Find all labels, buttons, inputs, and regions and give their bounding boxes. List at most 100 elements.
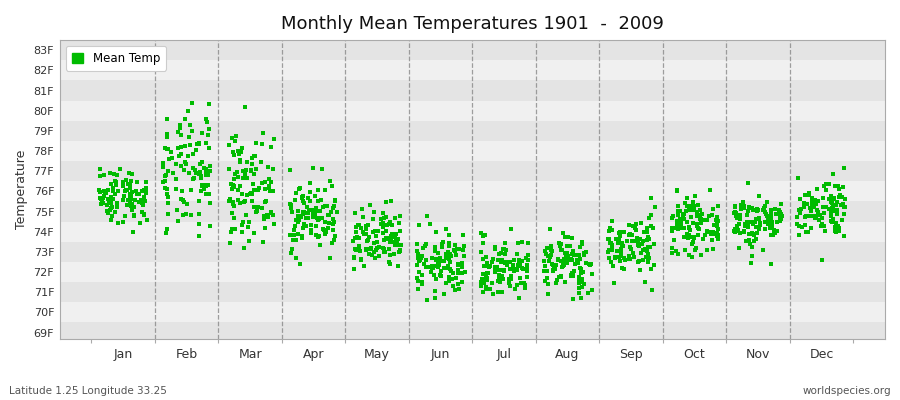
Point — [245, 191, 259, 198]
Point — [566, 273, 580, 279]
Point — [349, 229, 364, 236]
Point — [436, 238, 450, 245]
Point — [837, 204, 851, 211]
Point — [608, 254, 623, 260]
Point — [835, 194, 850, 200]
Point — [422, 221, 436, 227]
Point — [822, 180, 836, 187]
Point — [189, 170, 203, 176]
Point — [182, 133, 196, 140]
Point — [236, 174, 250, 181]
Point — [452, 286, 466, 292]
Point — [369, 239, 383, 246]
Point — [615, 264, 629, 271]
Point — [421, 263, 436, 270]
Point — [677, 225, 691, 231]
Point — [314, 166, 328, 172]
Point — [96, 200, 111, 206]
Point — [697, 217, 711, 223]
Point — [556, 260, 571, 266]
Bar — [59, 40, 885, 60]
Point — [294, 214, 309, 220]
Point — [706, 246, 721, 253]
Point — [227, 184, 241, 190]
Point — [192, 170, 206, 177]
Point — [251, 187, 266, 194]
Point — [816, 195, 831, 201]
Point — [382, 260, 397, 267]
Point — [622, 232, 636, 238]
Point — [705, 237, 719, 243]
Point — [295, 195, 310, 201]
Point — [799, 213, 814, 219]
Point — [322, 254, 337, 261]
Point — [549, 276, 563, 283]
Point — [241, 224, 256, 230]
Point — [222, 142, 237, 148]
Point — [295, 233, 310, 240]
Point — [445, 275, 459, 282]
Point — [176, 196, 191, 203]
Point — [309, 208, 323, 214]
Point — [291, 212, 305, 219]
Point — [284, 202, 298, 208]
Point — [488, 264, 502, 270]
Point — [176, 199, 191, 206]
Point — [203, 222, 218, 229]
Point — [560, 260, 574, 266]
Point — [454, 270, 469, 276]
Point — [192, 221, 206, 227]
Point — [554, 258, 569, 265]
Point — [366, 209, 381, 215]
Point — [738, 223, 752, 229]
Point — [318, 219, 332, 225]
Point — [432, 262, 446, 269]
Point — [555, 230, 570, 236]
Point — [832, 224, 846, 231]
Point — [283, 232, 297, 239]
Point — [553, 242, 567, 249]
Point — [394, 242, 409, 248]
Point — [111, 220, 125, 226]
Point — [426, 265, 440, 272]
Point — [388, 234, 402, 240]
Point — [416, 245, 430, 251]
Point — [805, 195, 819, 201]
Point — [419, 213, 434, 219]
Point — [411, 257, 426, 264]
Point — [321, 212, 336, 218]
Point — [539, 268, 554, 274]
Point — [434, 267, 448, 274]
Point — [410, 278, 425, 284]
Point — [749, 236, 763, 242]
Point — [711, 226, 725, 232]
Point — [185, 100, 200, 106]
Point — [772, 211, 787, 217]
Point — [97, 193, 112, 200]
Point — [374, 221, 388, 227]
Point — [633, 267, 647, 274]
Point — [283, 201, 297, 207]
Point — [563, 243, 578, 250]
Point — [231, 151, 246, 157]
Point — [804, 225, 818, 231]
Point — [302, 210, 316, 216]
Point — [482, 263, 497, 270]
Point — [410, 275, 424, 281]
Point — [233, 156, 248, 163]
Point — [479, 276, 493, 282]
Point — [182, 170, 196, 176]
Point — [135, 188, 149, 194]
Point — [230, 148, 245, 155]
Point — [765, 220, 779, 227]
Point — [690, 225, 705, 231]
Point — [425, 265, 439, 272]
Point — [746, 207, 760, 213]
Point — [446, 283, 461, 290]
Point — [615, 240, 629, 246]
Point — [688, 192, 702, 199]
Point — [564, 250, 579, 257]
Point — [665, 228, 680, 235]
Point — [391, 239, 405, 245]
Point — [479, 253, 493, 260]
